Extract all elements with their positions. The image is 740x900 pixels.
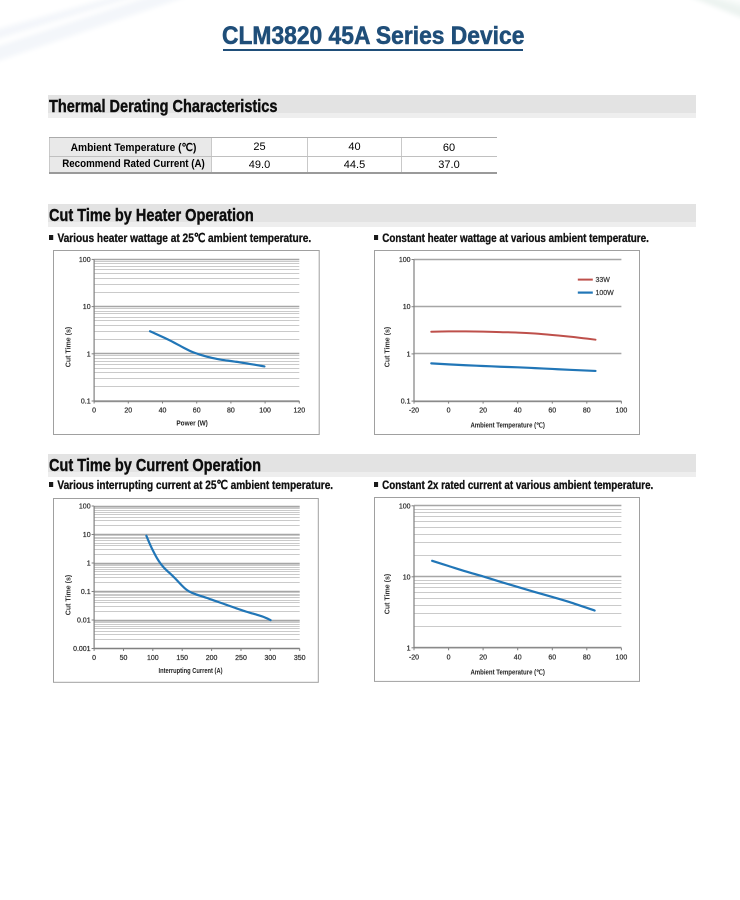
svg-text:0: 0 — [447, 655, 451, 662]
svg-text:100: 100 — [616, 408, 628, 415]
svg-text:60: 60 — [549, 408, 557, 415]
svg-text:80: 80 — [227, 408, 235, 415]
svg-text:Ambient Temperature (℃): Ambient Temperature (℃) — [471, 669, 546, 677]
svg-text:0.1: 0.1 — [401, 399, 411, 406]
svg-text:60: 60 — [549, 655, 557, 662]
svg-text:50: 50 — [119, 655, 127, 662]
svg-text:200: 200 — [205, 655, 217, 662]
svg-text:10: 10 — [82, 304, 90, 311]
svg-text:100: 100 — [146, 655, 158, 662]
svg-text:10: 10 — [82, 532, 90, 539]
svg-text:0.001: 0.001 — [73, 646, 91, 653]
svg-text:250: 250 — [235, 655, 247, 662]
svg-text:Ambient Temperature (℃): Ambient Temperature (℃) — [471, 422, 546, 430]
svg-text:300: 300 — [264, 655, 276, 662]
svg-text:100: 100 — [399, 257, 411, 264]
svg-text:1: 1 — [407, 351, 411, 358]
svg-text:100: 100 — [78, 503, 90, 510]
svg-text:150: 150 — [176, 655, 188, 662]
svg-text:Cut Time (s): Cut Time (s) — [385, 574, 392, 615]
svg-text:1: 1 — [86, 560, 90, 567]
svg-text:1: 1 — [407, 646, 411, 653]
svg-text:40: 40 — [514, 655, 522, 662]
svg-text:0: 0 — [447, 408, 451, 415]
svg-text:100: 100 — [259, 408, 271, 415]
svg-text:0.1: 0.1 — [80, 589, 90, 596]
svg-text:120: 120 — [293, 408, 305, 415]
svg-text:100: 100 — [399, 504, 411, 511]
svg-text:100W: 100W — [596, 290, 615, 297]
svg-text:10: 10 — [403, 575, 411, 582]
svg-text:20: 20 — [479, 408, 487, 415]
svg-text:0.01: 0.01 — [76, 617, 90, 624]
svg-text:350: 350 — [293, 655, 305, 662]
svg-text:20: 20 — [479, 655, 487, 662]
svg-text:0: 0 — [92, 408, 96, 415]
svg-text:100: 100 — [616, 655, 628, 662]
svg-text:100: 100 — [78, 257, 90, 264]
svg-text:10: 10 — [403, 304, 411, 311]
svg-text:Cut Time (s): Cut Time (s) — [65, 327, 72, 368]
svg-text:0: 0 — [92, 655, 96, 662]
svg-text:Cut Time (s): Cut Time (s) — [65, 574, 72, 615]
svg-text:40: 40 — [514, 408, 522, 415]
svg-text:60: 60 — [192, 408, 200, 415]
svg-text:40: 40 — [158, 408, 166, 415]
svg-text:80: 80 — [583, 408, 591, 415]
svg-text:Power (W): Power (W) — [176, 420, 208, 427]
svg-text:0.1: 0.1 — [80, 399, 90, 406]
svg-text:1: 1 — [86, 351, 90, 358]
svg-text:20: 20 — [124, 408, 132, 415]
svg-text:Cut Time (s): Cut Time (s) — [385, 327, 392, 368]
svg-text:-20: -20 — [409, 408, 419, 415]
svg-text:80: 80 — [583, 655, 591, 662]
svg-text:-20: -20 — [409, 655, 419, 662]
svg-text:33W: 33W — [596, 277, 611, 284]
svg-text:Interrupting Current (A): Interrupting Current (A) — [158, 667, 222, 674]
